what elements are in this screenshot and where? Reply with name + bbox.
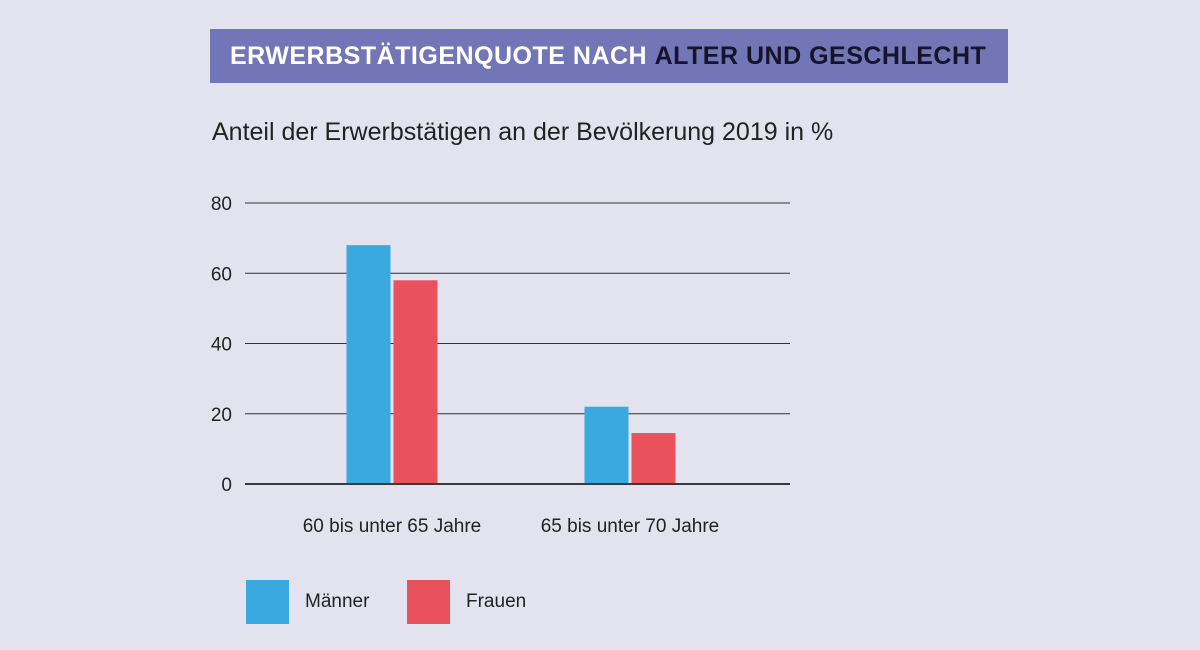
legend-item-maenner: Männer bbox=[246, 580, 369, 624]
y-tick-label: 40 bbox=[211, 335, 232, 356]
bar-maenner bbox=[346, 245, 391, 484]
chart-subtitle: Anteil der Erwerbstätigen an der Bevölke… bbox=[212, 118, 834, 146]
bar-maenner bbox=[584, 406, 629, 484]
y-tick-label: 20 bbox=[211, 405, 232, 426]
x-tick-label: 60 bis unter 65 Jahre bbox=[303, 516, 482, 537]
legend-swatch-maenner bbox=[246, 580, 289, 624]
legend-swatch-frauen bbox=[407, 580, 450, 624]
title-part-1: ERWERBSTÄTIGENQUOTE NACH bbox=[230, 41, 648, 70]
legend-label-frauen: Frauen bbox=[466, 591, 527, 612]
title-part-2: ALTER UND GESCHLECHT bbox=[654, 41, 987, 70]
legend-item-frauen: Frauen bbox=[407, 580, 526, 624]
chart-title-banner: ERWERBSTÄTIGENQUOTE NACH ALTER UND GESCH… bbox=[210, 29, 1008, 83]
x-tick-label: 65 bis unter 70 Jahre bbox=[541, 516, 720, 537]
bar-frauen bbox=[393, 280, 438, 484]
bar-frauen bbox=[631, 433, 676, 484]
y-tick-label: 0 bbox=[221, 475, 232, 496]
legend-label-maenner: Männer bbox=[305, 591, 370, 612]
y-tick-label: 60 bbox=[211, 264, 232, 285]
y-tick-label: 80 bbox=[211, 194, 232, 215]
